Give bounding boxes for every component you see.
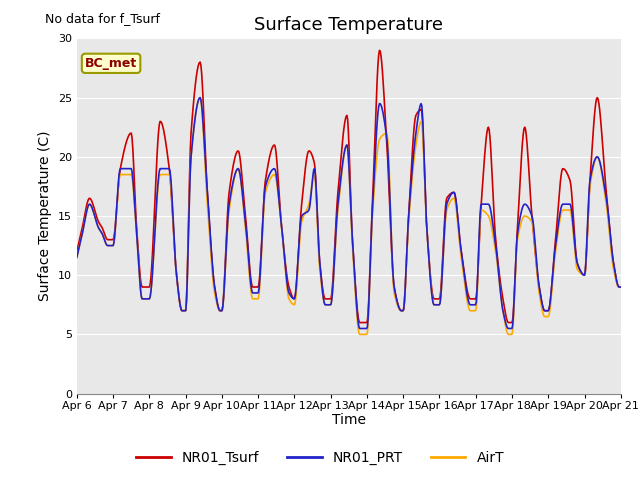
Text: No data for f_Tsurf: No data for f_Tsurf (45, 12, 160, 25)
Title: Surface Temperature: Surface Temperature (254, 16, 444, 34)
Y-axis label: Surface Temperature (C): Surface Temperature (C) (38, 131, 52, 301)
Legend: NR01_Tsurf, NR01_PRT, AirT: NR01_Tsurf, NR01_PRT, AirT (131, 445, 509, 471)
X-axis label: Time: Time (332, 413, 366, 427)
Text: BC_met: BC_met (85, 57, 137, 70)
